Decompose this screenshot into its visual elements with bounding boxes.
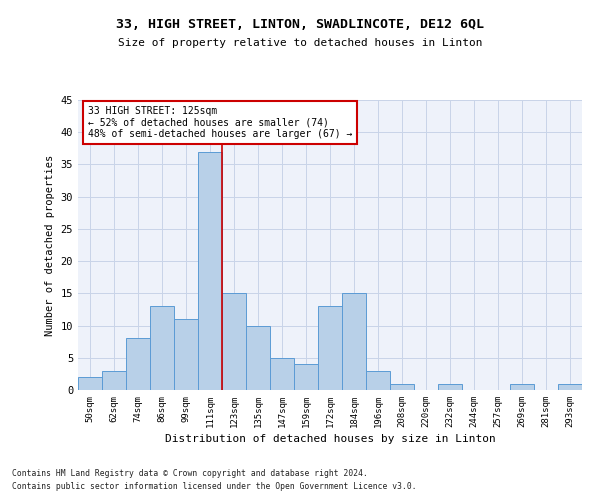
Text: Contains public sector information licensed under the Open Government Licence v3: Contains public sector information licen… [12, 482, 416, 491]
Bar [102, 370, 126, 390]
Text: Contains HM Land Registry data © Crown copyright and database right 2024.: Contains HM Land Registry data © Crown c… [12, 468, 368, 477]
Bar [294, 364, 318, 390]
Bar [78, 377, 102, 390]
Y-axis label: Number of detached properties: Number of detached properties [45, 154, 55, 336]
Text: 33 HIGH STREET: 125sqm
← 52% of detached houses are smaller (74)
48% of semi-det: 33 HIGH STREET: 125sqm ← 52% of detached… [88, 106, 352, 139]
Bar [390, 384, 414, 390]
Bar [438, 384, 462, 390]
Bar [222, 294, 246, 390]
Bar [246, 326, 270, 390]
Bar [270, 358, 294, 390]
Bar [198, 152, 222, 390]
Text: Size of property relative to detached houses in Linton: Size of property relative to detached ho… [118, 38, 482, 48]
Bar [366, 370, 390, 390]
Bar [510, 384, 534, 390]
Bar [342, 294, 366, 390]
Bar [318, 306, 342, 390]
X-axis label: Distribution of detached houses by size in Linton: Distribution of detached houses by size … [164, 434, 496, 444]
Bar [174, 319, 198, 390]
Bar [558, 384, 582, 390]
Bar [150, 306, 174, 390]
Text: 33, HIGH STREET, LINTON, SWADLINCOTE, DE12 6QL: 33, HIGH STREET, LINTON, SWADLINCOTE, DE… [116, 18, 484, 30]
Bar [126, 338, 150, 390]
